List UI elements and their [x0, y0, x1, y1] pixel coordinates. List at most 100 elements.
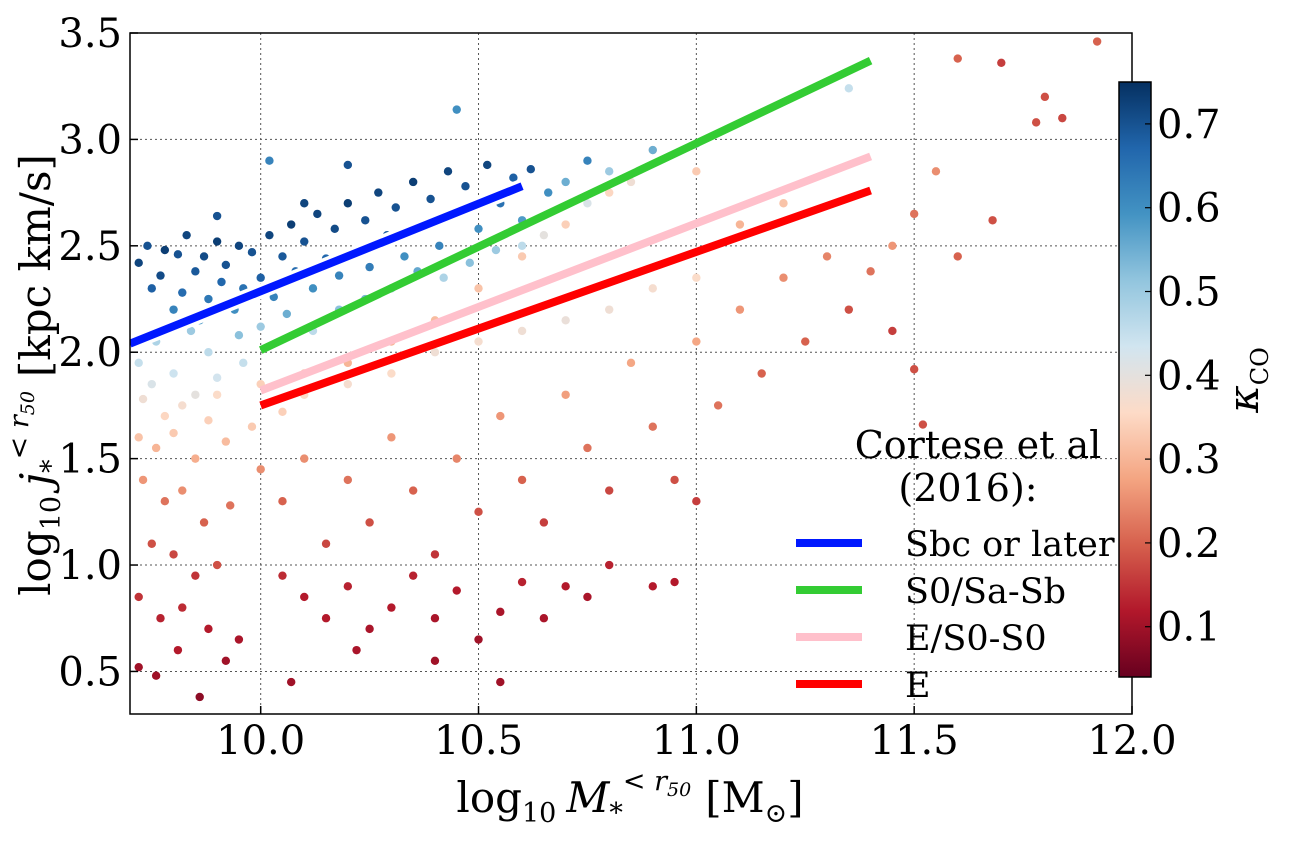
- data-point: [343, 582, 353, 591]
- data-point: [138, 394, 148, 404]
- data-point: [191, 267, 200, 276]
- y-tick-label: 3.0: [58, 117, 122, 163]
- data-point: [988, 216, 997, 225]
- legend-title-line1: Cortese et al: [855, 423, 1102, 467]
- data-point: [452, 454, 461, 463]
- data-point: [844, 84, 854, 93]
- data-point: [234, 330, 244, 340]
- data-point: [300, 454, 309, 463]
- data-point: [400, 252, 409, 261]
- data-point: [247, 247, 257, 257]
- data-point: [757, 369, 766, 378]
- data-point: [387, 369, 396, 378]
- data-point: [169, 428, 178, 438]
- data-point: [909, 209, 919, 219]
- data-point: [408, 486, 418, 495]
- y-tick-label: 2.5: [58, 224, 122, 270]
- data-point: [408, 177, 418, 187]
- data-point: [692, 273, 701, 282]
- data-point: [583, 156, 592, 165]
- data-point: [278, 407, 287, 417]
- data-point: [156, 614, 165, 623]
- data-point: [134, 358, 143, 368]
- data-point: [147, 379, 156, 389]
- data-point: [343, 160, 353, 170]
- data-point: [822, 252, 832, 261]
- data-point: [387, 603, 396, 612]
- data-point: [204, 416, 213, 425]
- data-point: [300, 592, 309, 602]
- data-point: [138, 475, 148, 485]
- data-point: [517, 252, 527, 261]
- data-point: [330, 224, 339, 233]
- data-point: [221, 260, 231, 270]
- data-point: [517, 475, 527, 485]
- data-point: [160, 496, 170, 506]
- data-point: [544, 188, 553, 197]
- data-point: [286, 220, 296, 229]
- data-point: [204, 348, 213, 357]
- data-point: [561, 177, 570, 187]
- data-point: [561, 390, 570, 399]
- colorbar-tick-label: 0.4: [1157, 353, 1221, 399]
- data-point: [648, 422, 657, 431]
- data-point: [1058, 113, 1067, 123]
- data-point: [692, 167, 701, 176]
- data-point: [134, 662, 143, 672]
- data-point: [561, 220, 570, 229]
- data-point: [517, 326, 527, 336]
- data-point: [931, 167, 941, 176]
- data-point: [321, 539, 331, 548]
- data-point: [204, 294, 213, 304]
- data-point: [178, 401, 187, 410]
- data-point: [953, 54, 962, 63]
- data-point: [343, 199, 353, 208]
- data-point: [169, 550, 178, 559]
- data-point: [239, 358, 248, 368]
- data-point: [234, 635, 244, 644]
- data-point: [169, 369, 178, 378]
- data-point: [465, 258, 475, 268]
- data-point: [256, 273, 265, 282]
- data-point: [517, 241, 527, 251]
- data-point: [278, 252, 287, 261]
- data-point: [234, 241, 244, 251]
- data-point: [735, 305, 745, 314]
- data-point: [321, 614, 331, 623]
- data-point: [286, 677, 296, 687]
- data-point: [387, 433, 396, 442]
- data-point: [221, 656, 231, 665]
- colorbar-tick-label: 0.2: [1157, 521, 1221, 567]
- data-point: [430, 656, 440, 665]
- legend: Cortese et al (2016): Sbc or later S0/Sa-…: [796, 423, 1115, 706]
- data-point: [997, 58, 1006, 67]
- y-axis-label: log10j*< r50[kpc km/s]: [4, 154, 67, 596]
- colorbar: 0.1 0.2 0.3 0.4 0.5 0.6 0.7 κCO: [1118, 81, 1274, 678]
- data-point: [496, 677, 505, 687]
- data-point: [212, 373, 222, 382]
- data-point: [626, 177, 636, 187]
- data-point: [160, 411, 170, 421]
- data-point: [221, 437, 231, 446]
- grid-lines: [130, 33, 1132, 714]
- data-point: [779, 273, 788, 282]
- legend-entry-label: S0/Sa-Sb: [905, 572, 1066, 612]
- data-point: [474, 507, 483, 517]
- data-point: [186, 326, 196, 336]
- data-point: [452, 586, 461, 595]
- data-point: [430, 614, 440, 623]
- data-point: [483, 160, 492, 170]
- data-point: [491, 245, 501, 255]
- data-point: [352, 645, 361, 655]
- data-point: [844, 305, 854, 314]
- data-point: [217, 277, 226, 287]
- data-point: [735, 220, 745, 229]
- data-point: [282, 309, 292, 319]
- colorbar-tick-label: 0.3: [1157, 437, 1221, 483]
- y-tick-label: 0.5: [58, 649, 122, 695]
- data-point: [1092, 37, 1102, 46]
- y-tick-label: 1.0: [58, 543, 122, 589]
- data-point: [461, 182, 470, 191]
- data-point: [212, 390, 222, 399]
- data-point: [953, 252, 962, 261]
